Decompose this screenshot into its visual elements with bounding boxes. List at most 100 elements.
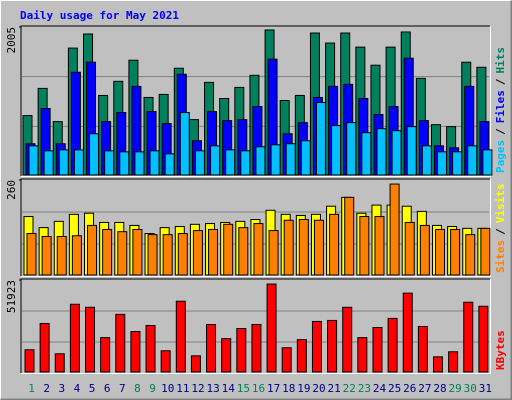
- bar: [251, 323, 262, 373]
- x-tick-label: 5: [89, 382, 96, 395]
- bar: [376, 128, 387, 176]
- bar: [194, 150, 205, 176]
- x-tick-label: 17: [267, 382, 280, 395]
- panel-bevel-light: [21, 26, 491, 177]
- x-tick-label: 1: [28, 382, 35, 395]
- bar: [452, 151, 463, 176]
- bar: [175, 300, 186, 373]
- x-tick-label: 26: [403, 382, 416, 395]
- bar: [130, 331, 141, 373]
- bar: [24, 349, 35, 373]
- bar: [281, 347, 292, 373]
- bar: [361, 132, 372, 176]
- bar: [54, 353, 65, 373]
- series-label: Sites / Visits: [494, 184, 507, 274]
- bar: [432, 356, 443, 373]
- x-tick-label: 3: [59, 382, 66, 395]
- bar: [357, 337, 368, 373]
- bar: [270, 144, 281, 176]
- panel-bevel-dark: [20, 278, 490, 373]
- bar: [115, 313, 126, 373]
- bar: [238, 227, 249, 276]
- bar: [391, 130, 402, 176]
- bar: [329, 213, 340, 276]
- x-tick-label: 15: [237, 382, 250, 395]
- legend-entry: Hits: [494, 47, 507, 74]
- bar: [236, 328, 247, 373]
- bar: [387, 317, 398, 373]
- bar: [311, 320, 322, 373]
- x-tick-label: 23: [358, 382, 371, 395]
- bar: [406, 126, 417, 176]
- bar: [210, 145, 221, 176]
- bar: [450, 228, 461, 276]
- bar: [463, 301, 474, 373]
- bar: [132, 228, 143, 276]
- legend-entry: Sites: [494, 240, 507, 273]
- panel-bevel-light: [21, 179, 491, 277]
- y-tick-label: 260: [5, 180, 18, 200]
- x-tick-label: 11: [176, 382, 189, 395]
- x-tick-label: 21: [328, 382, 341, 395]
- bar: [389, 183, 400, 276]
- bar: [480, 227, 491, 276]
- bar: [467, 145, 478, 176]
- bar: [28, 145, 39, 176]
- bar: [39, 322, 50, 373]
- bar: [26, 233, 37, 276]
- bar: [149, 150, 160, 176]
- series-label: Pages / Files / Hits: [494, 47, 507, 173]
- x-tick-label: 4: [74, 382, 81, 395]
- x-tick-label: 6: [104, 382, 111, 395]
- bar: [41, 235, 52, 276]
- bar: [190, 355, 201, 373]
- label-separator: /: [494, 128, 507, 135]
- bar: [331, 125, 342, 176]
- bar: [298, 219, 309, 276]
- bar: [434, 228, 445, 276]
- bar: [300, 140, 311, 176]
- bar: [283, 219, 294, 276]
- bar: [448, 351, 459, 373]
- bar: [160, 350, 171, 373]
- bar: [145, 324, 156, 373]
- x-tick-label: 27: [418, 382, 431, 395]
- bar: [465, 234, 476, 276]
- bar: [147, 234, 158, 276]
- x-tick-label: 16: [252, 382, 265, 395]
- bar: [58, 149, 69, 176]
- bar: [253, 223, 264, 276]
- bar: [71, 235, 82, 276]
- bar: [89, 133, 100, 176]
- bar: [134, 151, 145, 176]
- x-tick-label: 7: [119, 382, 126, 395]
- bar: [164, 153, 175, 176]
- bar: [87, 224, 98, 276]
- bar: [117, 231, 128, 276]
- bar: [402, 292, 413, 373]
- chart-title: Daily usage for May 2021: [20, 9, 179, 22]
- bar: [421, 145, 432, 176]
- bar: [192, 230, 203, 276]
- x-tick-label: 30: [464, 382, 477, 395]
- bar: [177, 233, 188, 276]
- bar: [208, 228, 219, 276]
- legend-entry: Pages: [494, 140, 507, 173]
- bar: [268, 230, 279, 276]
- panel-bevel-light: [21, 279, 491, 374]
- bar: [104, 150, 115, 176]
- x-tick-label: 31: [479, 382, 492, 395]
- y-tick-label: 2005: [5, 27, 18, 54]
- bar: [69, 303, 80, 373]
- x-tick-label: 22: [343, 382, 356, 395]
- bar: [315, 102, 326, 176]
- x-tick-label: 2: [43, 382, 50, 395]
- series-label: KBytes: [494, 330, 507, 370]
- x-tick-label: 29: [449, 382, 462, 395]
- bar: [285, 143, 296, 176]
- bar: [372, 327, 383, 373]
- bar: [85, 306, 96, 373]
- bar: [56, 235, 67, 276]
- y-tick-label: 51923: [5, 280, 18, 313]
